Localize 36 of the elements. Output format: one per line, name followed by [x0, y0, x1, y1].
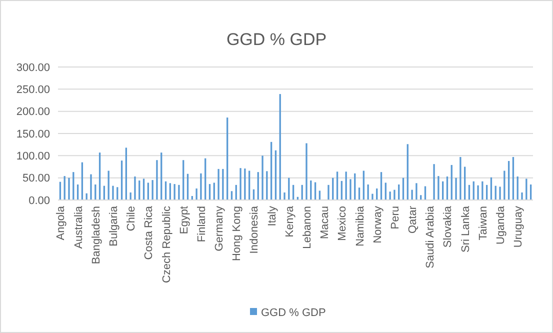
- x-tick-label: Hong Kong: [231, 206, 244, 262]
- x-tick-label: Bangladesh: [90, 206, 102, 264]
- x-tick-label: Indonesia: [248, 205, 261, 254]
- x-tick-label: Slovakia: [442, 205, 454, 248]
- y-tick-label: 300.00: [16, 62, 50, 74]
- y-tick-label: 0.00: [28, 194, 50, 207]
- x-tick-label: Australia: [72, 205, 85, 249]
- x-tick-label: Czech Republic: [160, 206, 173, 284]
- x-tick-label: Germany: [214, 206, 226, 252]
- x-tick-label: Egypt: [178, 206, 190, 234]
- x-tick-label: Qatar: [407, 206, 420, 234]
- x-tick-label: Uganda: [495, 205, 508, 245]
- x-tick-label: Peru: [389, 206, 402, 230]
- y-tick-label: 250.00: [16, 84, 50, 96]
- x-tick-label: Saudi Arabia: [424, 205, 437, 268]
- x-tick-label: Italy: [266, 206, 278, 226]
- x-tick-label: Costa Rica: [143, 205, 156, 260]
- x-tick-label: Chile: [126, 206, 138, 232]
- x-tick-label: Mexico: [336, 206, 349, 241]
- x-tick-label: Uruguay: [512, 206, 525, 248]
- x-tick-label: Angola: [55, 205, 68, 240]
- x-tick-label: Kenya: [284, 205, 296, 238]
- y-tick-label: 150.00: [16, 128, 50, 140]
- x-tick-label: Finland: [196, 206, 208, 242]
- y-tick-label: 100.00: [16, 150, 50, 163]
- x-tick-label: Macau: [319, 206, 332, 240]
- legend-label: GGD % GDP: [261, 306, 326, 319]
- x-tick-label: Taiwan: [477, 206, 490, 240]
- x-tick-label: Lebanon: [301, 206, 314, 249]
- x-tick-label: Norway: [372, 206, 384, 244]
- chart-title: GGD % GDP: [226, 30, 327, 49]
- y-tick-label: 200.00: [16, 106, 50, 118]
- x-tick-label: Bulgaria: [108, 205, 120, 246]
- x-tick-label: Namibia: [354, 205, 366, 246]
- x-tick-label: Sri Lanka: [460, 205, 472, 252]
- y-tick-label: 50.00: [22, 172, 50, 185]
